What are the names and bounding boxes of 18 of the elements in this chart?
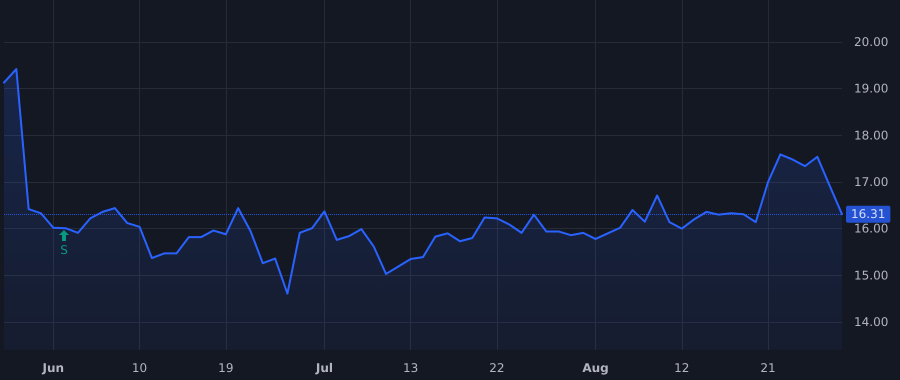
ref-line-label: 16.31 [851, 207, 886, 222]
x-tick-label: Aug [582, 361, 609, 375]
x-tick-label: 13 [403, 361, 418, 375]
y-tick-label: 15.00 [854, 268, 888, 282]
y-tick-label: 14.00 [854, 315, 888, 329]
x-tick-label: 19 [218, 361, 234, 375]
y-tick-label: 18.00 [854, 128, 888, 142]
y-tick-label: 19.00 [854, 82, 888, 96]
x-tick-label: Jun [42, 361, 64, 375]
x-tick-label: 12 [674, 361, 690, 375]
annotation: S [60, 243, 68, 257]
y-tick-label: 16.00 [854, 222, 888, 236]
x-tick-label: 10 [132, 361, 148, 375]
y-tick-label: 17.00 [854, 175, 888, 189]
x-tick-label: Jul [314, 361, 333, 375]
y-tick-label: 20.00 [854, 35, 888, 49]
x-tick-label: 22 [489, 361, 505, 375]
x-tick-label: 21 [760, 361, 776, 375]
